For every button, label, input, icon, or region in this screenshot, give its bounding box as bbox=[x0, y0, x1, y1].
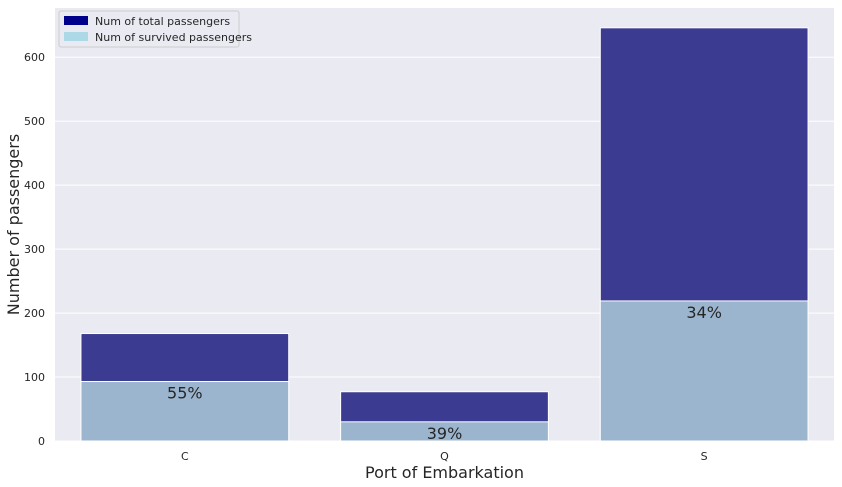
y-axis-ticks: 0 100 200 300 400 500 600 bbox=[24, 51, 45, 448]
legend-label-total: Num of total passengers bbox=[95, 15, 230, 28]
y-tick-label: 300 bbox=[24, 243, 45, 256]
bar-percentage-label: 55% bbox=[167, 384, 203, 403]
x-axis-label: Port of Embarkation bbox=[365, 463, 524, 482]
bar-survived-s bbox=[599, 300, 809, 442]
bars bbox=[80, 27, 809, 442]
x-tick-label: C bbox=[181, 450, 189, 463]
legend-swatch-total bbox=[64, 16, 88, 25]
y-tick-label: 500 bbox=[24, 115, 45, 128]
legend: Num of total passengers Num of survived … bbox=[58, 10, 252, 48]
percentage-labels: 55% 39% 34% bbox=[167, 303, 722, 443]
bar-percentage-label: 39% bbox=[427, 424, 463, 443]
y-tick-label: 400 bbox=[24, 179, 45, 192]
y-tick-label: 0 bbox=[38, 435, 45, 448]
x-tick-label: Q bbox=[440, 450, 449, 463]
bar-survived-q bbox=[340, 421, 549, 442]
y-tick-label: 100 bbox=[24, 371, 45, 384]
bar-survived-c bbox=[80, 381, 290, 442]
legend-label-survived: Num of survived passengers bbox=[95, 31, 252, 44]
x-tick-label: S bbox=[701, 450, 708, 463]
y-tick-label: 200 bbox=[24, 307, 45, 320]
legend-frame bbox=[58, 10, 240, 48]
bar-percentage-label: 34% bbox=[686, 303, 722, 322]
legend-swatch-survived bbox=[64, 32, 88, 41]
y-axis-label: Number of passengers bbox=[4, 134, 23, 315]
y-tick-label: 600 bbox=[24, 51, 45, 64]
